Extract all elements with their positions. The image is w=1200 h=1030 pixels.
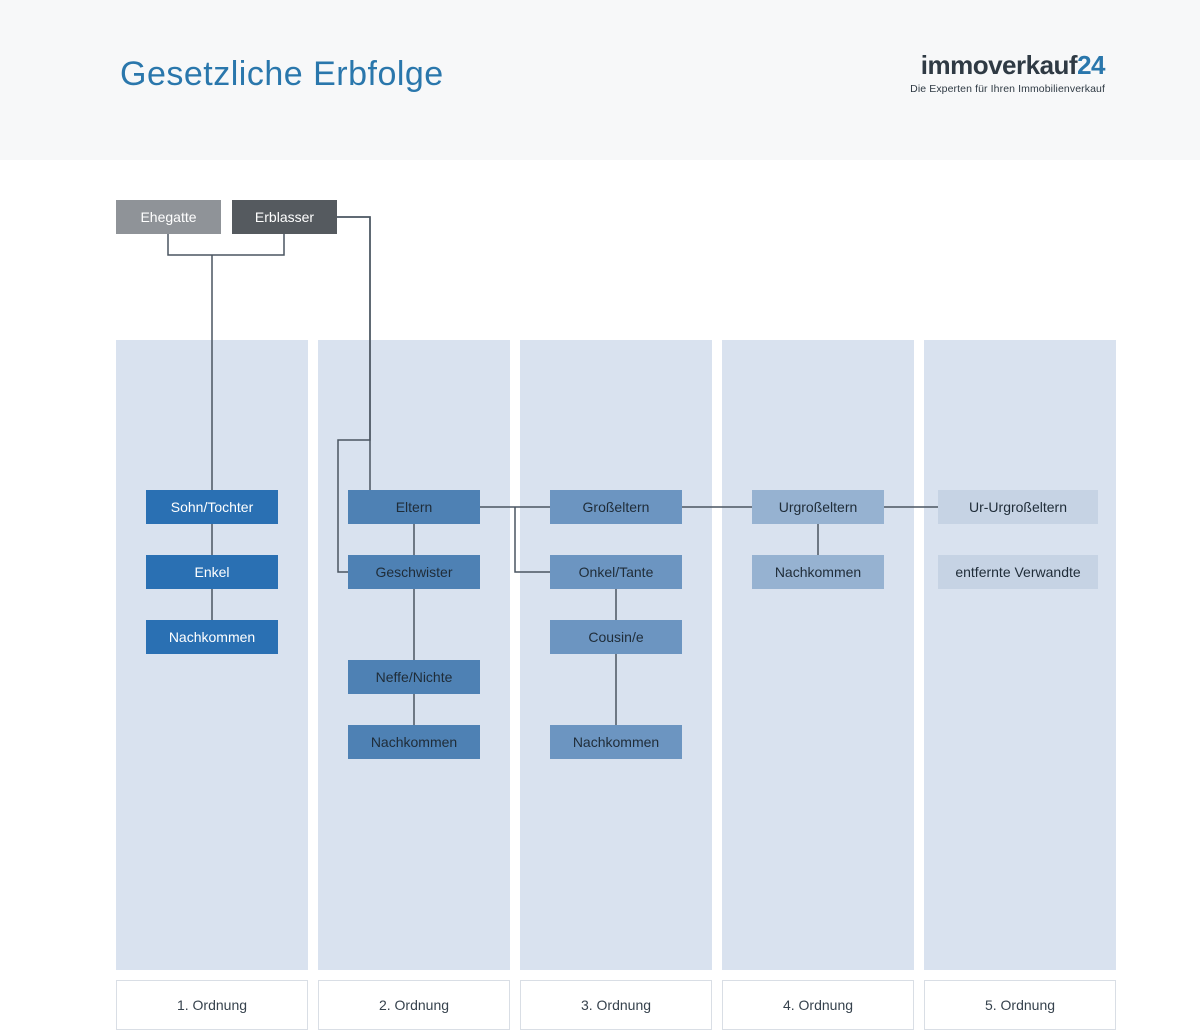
column-label-5: 5. Ordnung [924, 980, 1116, 1030]
column-bg-4 [722, 340, 914, 970]
logo: immoverkauf24 Die Experten für Ihren Imm… [910, 50, 1105, 95]
node-geschwister: Geschwister [348, 555, 480, 589]
logo-text-2: 24 [1077, 50, 1105, 80]
diagram-canvas: 1. Ordnung2. Ordnung3. Ordnung4. Ordnung… [0, 160, 1200, 1000]
logo-text-1: immoverkauf [921, 50, 1077, 80]
node-eltern: Eltern [348, 490, 480, 524]
column-bg-3 [520, 340, 712, 970]
node-ururgross: Ur-Urgroßeltern [938, 490, 1098, 524]
node-ehegatte: Ehegatte [116, 200, 221, 234]
node-cousin: Cousin/e [550, 620, 682, 654]
node-nach4: Nachkommen [752, 555, 884, 589]
connector [168, 234, 284, 255]
column-bg-1 [116, 340, 308, 970]
node-urgross: Urgroßeltern [752, 490, 884, 524]
column-label-2: 2. Ordnung [318, 980, 510, 1030]
node-erblasser: Erblasser [232, 200, 337, 234]
node-enkel: Enkel [146, 555, 278, 589]
node-sohn: Sohn/Tochter [146, 490, 278, 524]
node-nach1: Nachkommen [146, 620, 278, 654]
header: Gesetzliche Erbfolge immoverkauf24 Die E… [0, 0, 1200, 160]
node-gross: Großeltern [550, 490, 682, 524]
column-label-3: 3. Ordnung [520, 980, 712, 1030]
node-onkel: Onkel/Tante [550, 555, 682, 589]
column-bg-5 [924, 340, 1116, 970]
column-bg-2 [318, 340, 510, 970]
node-entfernte: entfernte Verwandte [938, 555, 1098, 589]
logo-tagline: Die Experten für Ihren Immobilienverkauf [910, 83, 1105, 95]
column-label-1: 1. Ordnung [116, 980, 308, 1030]
node-nach2: Nachkommen [348, 725, 480, 759]
logo-main: immoverkauf24 [910, 50, 1105, 81]
page-title: Gesetzliche Erbfolge [120, 55, 444, 94]
node-nach3: Nachkommen [550, 725, 682, 759]
column-label-4: 4. Ordnung [722, 980, 914, 1030]
node-neffe: Neffe/Nichte [348, 660, 480, 694]
